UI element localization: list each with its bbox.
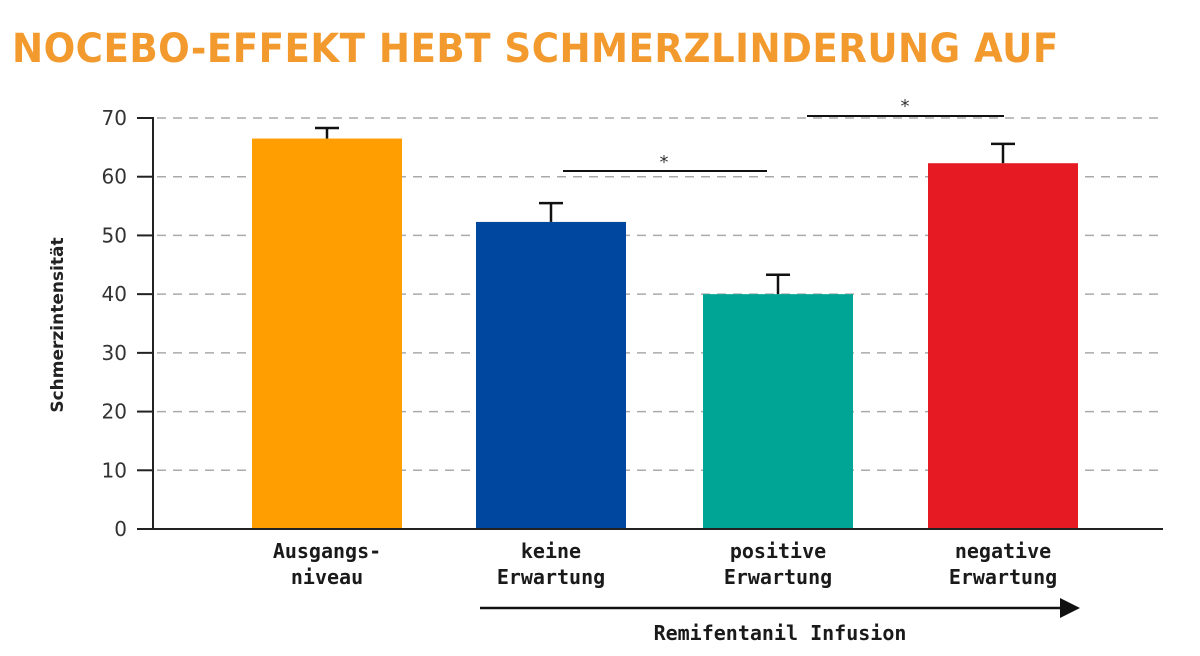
- bar: [703, 294, 853, 529]
- y-tick-label: 30: [102, 341, 127, 365]
- infusion-label: Remifentanil Infusion: [654, 621, 907, 645]
- y-tick-label: 0: [114, 517, 127, 541]
- y-tick-label: 50: [102, 223, 127, 247]
- y-tick-label: 60: [102, 165, 127, 189]
- y-tick-label: 70: [102, 106, 127, 130]
- arrow-head-icon: [1060, 598, 1080, 618]
- category-label: niveau: [291, 565, 363, 589]
- chart-title: NOCEBO-EFFEKT HEBT SCHMERZLINDERUNG AUF: [12, 26, 1059, 72]
- category-label: negative: [955, 539, 1051, 563]
- bar: [476, 221, 626, 529]
- bar: [252, 138, 402, 530]
- category-label: Erwartung: [724, 565, 832, 589]
- category-label: keine: [521, 539, 581, 563]
- y-tick-label: 10: [102, 458, 127, 482]
- bar: [928, 163, 1078, 529]
- category-label: Ausgangs-: [273, 539, 381, 563]
- significance-star: *: [660, 152, 669, 173]
- y-tick-label: 40: [102, 282, 127, 306]
- category-label: Erwartung: [497, 565, 605, 589]
- category-label: positive: [730, 539, 826, 563]
- category-label: Erwartung: [949, 565, 1057, 589]
- y-tick-label: 20: [102, 400, 127, 424]
- y-axis-label: Schmerzintensität: [48, 237, 68, 412]
- significance-star: *: [901, 96, 910, 117]
